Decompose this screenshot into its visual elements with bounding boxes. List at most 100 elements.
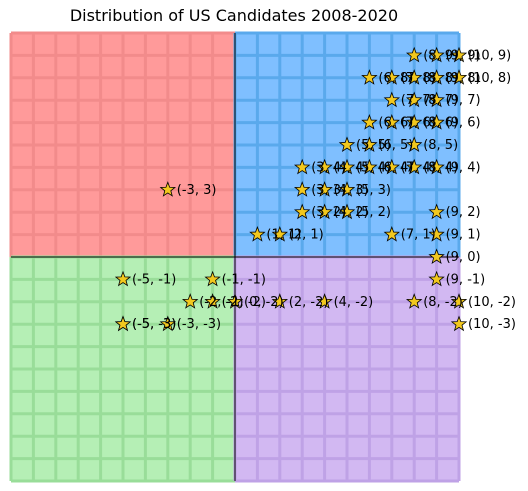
data-point-label: (9, 8) bbox=[446, 71, 481, 86]
data-point-label: (4, 3) bbox=[334, 183, 369, 198]
data-point-label: (8, 7) bbox=[423, 93, 458, 108]
data-point-marker bbox=[383, 158, 401, 175]
data-point-label: (4, 4) bbox=[334, 160, 369, 175]
data-point-marker bbox=[338, 136, 356, 152]
data-point-marker bbox=[428, 113, 445, 130]
data-point-label: (1, 1) bbox=[266, 228, 301, 243]
data-point-label: (9, 6) bbox=[446, 116, 481, 131]
data-point-marker bbox=[204, 293, 221, 309]
data-point-label: (-1, -1) bbox=[222, 272, 266, 287]
data-point-marker bbox=[428, 69, 445, 85]
data-point-label: (2, -2) bbox=[289, 295, 329, 310]
data-point-marker bbox=[159, 181, 177, 197]
data-point-label: (-2, -2) bbox=[199, 295, 243, 310]
data-point-marker bbox=[159, 315, 177, 332]
data-point-marker bbox=[361, 69, 378, 85]
data-point-marker bbox=[338, 158, 356, 175]
data-point-marker bbox=[361, 136, 378, 152]
data-point-label: (5, 4) bbox=[356, 160, 391, 175]
data-point-marker bbox=[405, 136, 423, 152]
data-point-label: (9, 7) bbox=[446, 93, 481, 108]
data-point-marker bbox=[405, 46, 423, 63]
data-point-marker bbox=[361, 158, 378, 175]
data-point-marker bbox=[226, 293, 244, 309]
data-point-label: (8, 6) bbox=[423, 116, 458, 131]
data-labels: (-3, 3)(-5, -1) (-1, -1)(-2, -2)(-1, -2)(… bbox=[132, 48, 516, 332]
data-point-label: (-3, 3) bbox=[177, 183, 217, 198]
data-point-label: (7, 1) bbox=[401, 228, 436, 243]
data-point-label: (8, -2) bbox=[423, 295, 463, 310]
data-point-marker bbox=[316, 181, 333, 197]
data-point-marker bbox=[316, 293, 333, 309]
data-point-label: (7, 7) bbox=[401, 93, 436, 108]
data-point-label: (8, 8) bbox=[423, 71, 458, 86]
data-point-marker bbox=[293, 158, 311, 175]
data-point-marker bbox=[383, 91, 401, 108]
data-point-marker bbox=[405, 158, 423, 175]
data-point-marker bbox=[338, 203, 356, 220]
data-point-label: (5, 2) bbox=[356, 205, 391, 220]
data-point-marker bbox=[316, 203, 333, 220]
data-point-label: (7, 4) bbox=[401, 160, 436, 175]
data-point-label: (9, 1) bbox=[446, 228, 481, 243]
data-point-marker bbox=[405, 293, 423, 309]
data-point-marker bbox=[249, 225, 266, 242]
data-point-marker bbox=[383, 69, 401, 85]
data-point-label: (4, -2) bbox=[334, 295, 374, 310]
data-point-label: (2, 1) bbox=[289, 228, 324, 243]
data-point-label: (3, 4) bbox=[311, 160, 346, 175]
data-point-label: (-5, -1) bbox=[132, 272, 176, 287]
data-point-label: (3, 2) bbox=[311, 205, 346, 220]
data-point-marker bbox=[204, 270, 221, 287]
data-point-marker bbox=[316, 158, 333, 175]
data-point-label: (4, 2) bbox=[334, 205, 369, 220]
data-point-label: (7, 8) bbox=[401, 71, 436, 86]
data-point-label: (-5, -3) bbox=[132, 317, 176, 332]
data-point-marker bbox=[450, 293, 468, 309]
data-point-label: (6, 8) bbox=[378, 71, 413, 86]
data-markers bbox=[114, 46, 468, 332]
data-point-label: (-3, -3) bbox=[177, 317, 221, 332]
data-point-label: (6, 6) bbox=[378, 116, 413, 131]
data-point-marker bbox=[383, 225, 401, 242]
data-point-label: (3, 3) bbox=[311, 183, 346, 198]
data-point-marker bbox=[428, 270, 445, 287]
data-point-label: (9, 4) bbox=[446, 160, 481, 175]
data-point-label: (10, 9) bbox=[468, 48, 511, 63]
data-point-marker bbox=[271, 293, 289, 309]
data-point-label: (6, 5) bbox=[378, 138, 413, 153]
data-point-marker bbox=[428, 91, 445, 108]
data-point-marker bbox=[405, 113, 423, 130]
data-point-label: (6, 4) bbox=[378, 160, 413, 175]
data-point-label: (5, 3) bbox=[356, 183, 391, 198]
data-point-marker bbox=[428, 46, 445, 63]
data-point-label: (9, 9) bbox=[446, 48, 481, 63]
data-point-label: (9, -1) bbox=[446, 272, 486, 287]
data-point-marker bbox=[450, 46, 468, 63]
data-point-marker bbox=[450, 315, 468, 332]
data-point-label: (8, 5) bbox=[423, 138, 458, 153]
data-point-marker bbox=[338, 181, 356, 197]
data-point-label: (7, 6) bbox=[401, 116, 436, 131]
data-point-label: (10, -3) bbox=[468, 317, 516, 332]
data-point-label: (8, 9) bbox=[423, 48, 458, 63]
data-point-marker bbox=[361, 113, 378, 130]
data-point-marker bbox=[114, 315, 132, 332]
data-point-label: (5, 5) bbox=[356, 138, 391, 153]
data-point-marker bbox=[428, 158, 445, 175]
data-point-marker bbox=[405, 91, 423, 108]
data-point-marker bbox=[405, 69, 423, 85]
data-point-label: (8, 4) bbox=[423, 160, 458, 175]
data-point-label: (10, -2) bbox=[468, 295, 516, 310]
chart-title: Distribution of US Candidates 2008-2020 bbox=[69, 6, 399, 25]
data-point-marker bbox=[428, 225, 445, 242]
data-point-marker bbox=[428, 248, 445, 264]
data-point-label: (0, -2) bbox=[244, 295, 284, 310]
data-point-label: (10, 8) bbox=[468, 71, 511, 86]
data-point-label: (9, 0) bbox=[446, 250, 481, 265]
data-point-marker bbox=[114, 270, 132, 287]
data-point-marker bbox=[271, 225, 289, 242]
data-point-marker bbox=[181, 293, 199, 309]
data-point-label: (9, 2) bbox=[446, 205, 481, 220]
